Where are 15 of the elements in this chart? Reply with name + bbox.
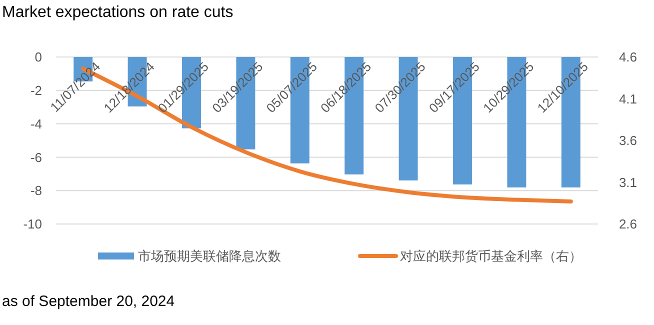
legend-label: 对应的联邦货币基金利率（右）: [400, 248, 582, 264]
y2-tick-label: 4.6: [618, 50, 638, 65]
chart-title: Market expectations on rate cuts: [2, 4, 234, 21]
y2-tick-label: 3.1: [618, 174, 638, 190]
y-tick-label: -6: [30, 150, 42, 165]
legend-label: 市场预期美联储降息次数: [138, 248, 281, 264]
y-tick-label: -4: [30, 116, 42, 132]
y-tick-label: -10: [23, 216, 42, 232]
y2-tick-label: 3.6: [618, 133, 638, 148]
y2-tick-label: 2.6: [618, 216, 638, 232]
y-tick-label: -8: [30, 183, 42, 198]
y-tick-label: 0: [34, 50, 42, 65]
text: as of September 20, 2024: [2, 293, 175, 310]
y2-tick-label: 4.1: [618, 91, 638, 106]
y-tick-label: -2: [30, 82, 42, 98]
